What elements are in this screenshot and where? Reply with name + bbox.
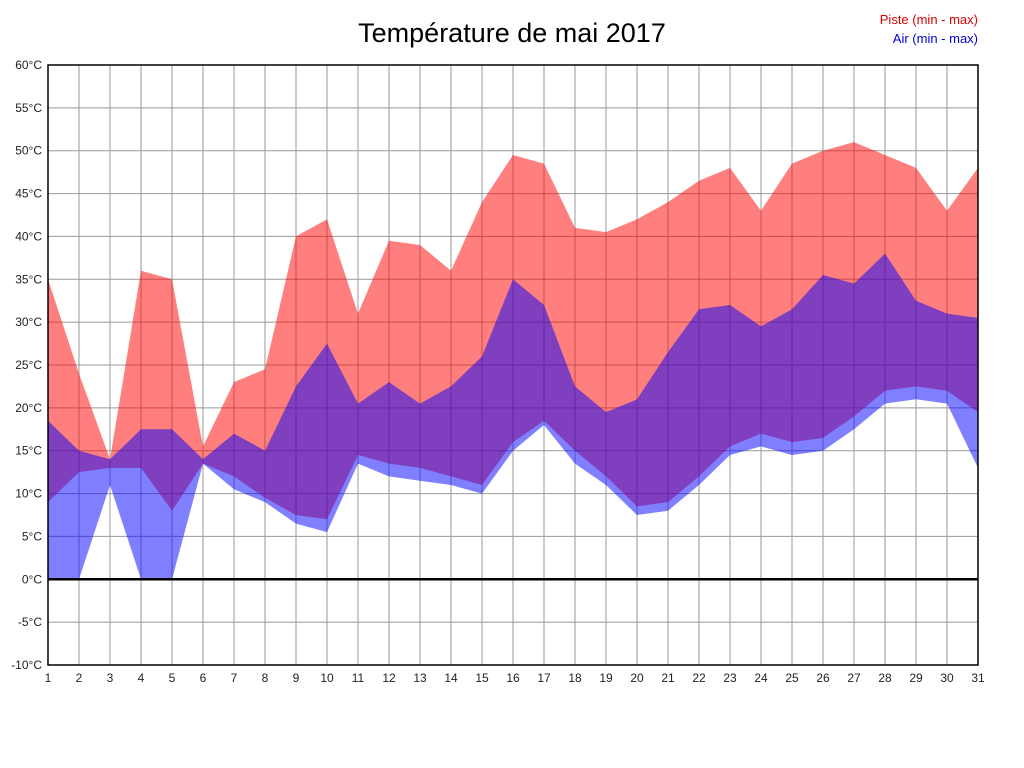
svg-text:-10°C: -10°C: [11, 658, 42, 672]
svg-text:2: 2: [76, 671, 83, 685]
svg-text:21: 21: [661, 671, 675, 685]
svg-text:19: 19: [599, 671, 613, 685]
svg-text:10°C: 10°C: [15, 487, 42, 501]
svg-text:30: 30: [940, 671, 954, 685]
svg-text:6: 6: [200, 671, 207, 685]
svg-text:13: 13: [413, 671, 427, 685]
svg-text:17: 17: [537, 671, 551, 685]
svg-text:-5°C: -5°C: [18, 615, 42, 629]
svg-text:60°C: 60°C: [15, 58, 42, 72]
svg-text:16: 16: [506, 671, 520, 685]
legend-piste: Piste (min - max): [879, 12, 978, 27]
svg-text:35°C: 35°C: [15, 272, 42, 286]
legend-air: Air (min - max): [892, 31, 978, 46]
svg-text:15°C: 15°C: [15, 444, 42, 458]
svg-text:15: 15: [475, 671, 489, 685]
svg-text:3: 3: [107, 671, 114, 685]
svg-text:1: 1: [45, 671, 52, 685]
svg-text:9: 9: [293, 671, 300, 685]
svg-text:28: 28: [878, 671, 892, 685]
svg-text:4: 4: [138, 671, 145, 685]
svg-text:50°C: 50°C: [15, 144, 42, 158]
svg-text:10: 10: [320, 671, 334, 685]
legend: Piste (min - max) Air (min - max): [880, 10, 978, 48]
svg-text:7: 7: [231, 671, 238, 685]
svg-text:26: 26: [816, 671, 830, 685]
svg-text:11: 11: [352, 671, 365, 685]
chart-title: Température de mai 2017: [358, 18, 666, 48]
svg-text:0°C: 0°C: [22, 572, 42, 586]
svg-text:27: 27: [847, 671, 861, 685]
svg-text:25: 25: [785, 671, 799, 685]
svg-text:55°C: 55°C: [15, 101, 42, 115]
svg-text:30°C: 30°C: [15, 315, 42, 329]
svg-text:40°C: 40°C: [15, 229, 42, 243]
svg-text:20: 20: [630, 671, 644, 685]
svg-text:14: 14: [444, 671, 458, 685]
svg-text:23: 23: [723, 671, 737, 685]
svg-text:31: 31: [971, 671, 985, 685]
svg-text:29: 29: [909, 671, 923, 685]
svg-text:18: 18: [568, 671, 582, 685]
svg-text:25°C: 25°C: [15, 358, 42, 372]
svg-text:5: 5: [169, 671, 176, 685]
svg-text:45°C: 45°C: [15, 187, 42, 201]
svg-text:8: 8: [262, 671, 269, 685]
svg-text:22: 22: [692, 671, 706, 685]
svg-text:5°C: 5°C: [22, 529, 42, 543]
svg-text:20°C: 20°C: [15, 401, 42, 415]
svg-text:24: 24: [754, 671, 768, 685]
svg-text:12: 12: [382, 671, 396, 685]
